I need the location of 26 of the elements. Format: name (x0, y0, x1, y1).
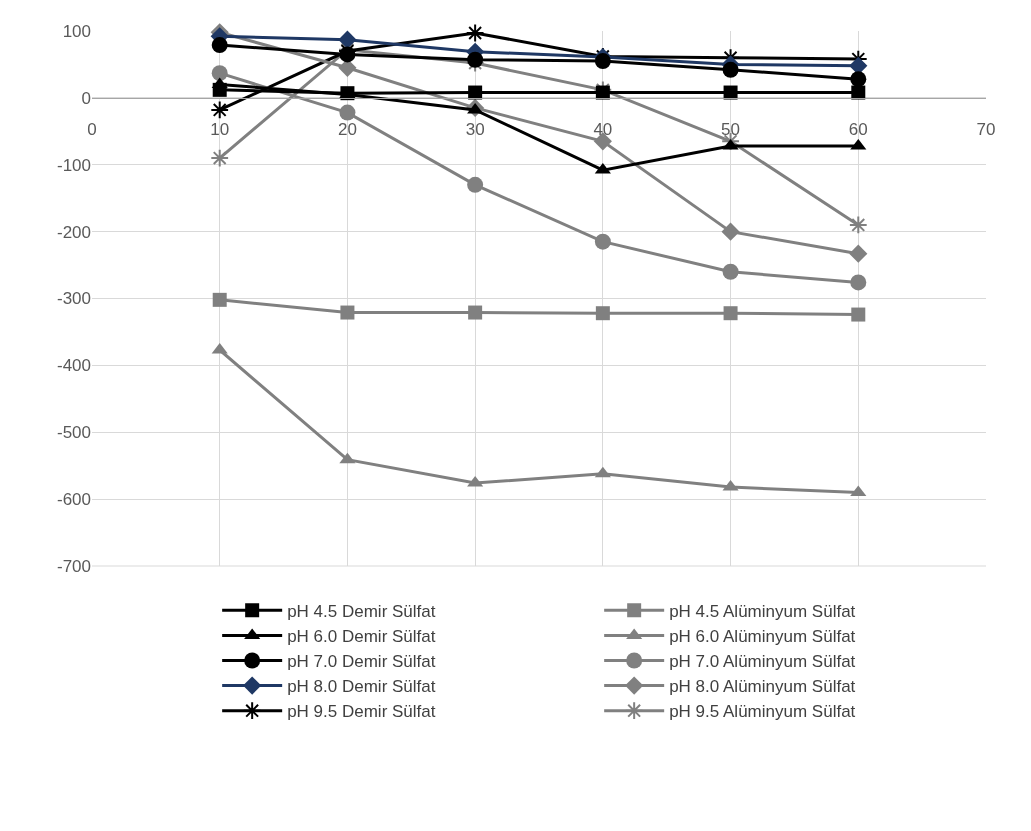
x-tick-label: 30 (465, 120, 485, 140)
y-tick-label: -100 (56, 155, 91, 175)
legend-label: pH 7.0 Demir Sülfat (287, 652, 436, 672)
legend-label: pH 9.5 Alüminyum Sülfat (669, 702, 856, 722)
y-tick-label: -700 (56, 556, 91, 576)
x-tick-label: 10 (210, 120, 230, 140)
y-tick-label: -300 (56, 289, 91, 309)
x-tick-label: 40 (593, 120, 613, 140)
y-tick-label: -400 (56, 356, 91, 376)
y-tick-label: 100 (62, 21, 91, 41)
legend-label: pH 6.0 Demir Sülfat (287, 627, 436, 647)
legend-label: pH 4.5 Demir Sülfat (287, 601, 436, 621)
legend-label: pH 4.5 Alüminyum Sülfat (669, 601, 856, 621)
x-tick-label: 60 (848, 120, 868, 140)
x-tick-label: 50 (721, 120, 741, 140)
legend-label: pH 8.0 Alüminyum Sülfat (669, 677, 856, 697)
x-tick-label: 20 (337, 120, 357, 140)
legend-label: pH 7.0 Alüminyum Sülfat (669, 652, 856, 672)
y-tick-label: 0 (81, 88, 91, 108)
legend-label: pH 8.0 Demir Sülfat (287, 677, 436, 697)
x-tick-label: 70 (976, 120, 996, 140)
y-tick-label: -200 (56, 222, 91, 242)
y-tick-label: -600 (56, 490, 91, 510)
legend-label: pH 9.5 Demir Sülfat (287, 702, 436, 722)
legend-label: pH 6.0 Alüminyum Sülfat (669, 627, 856, 647)
y-tick-label: -500 (56, 423, 91, 443)
